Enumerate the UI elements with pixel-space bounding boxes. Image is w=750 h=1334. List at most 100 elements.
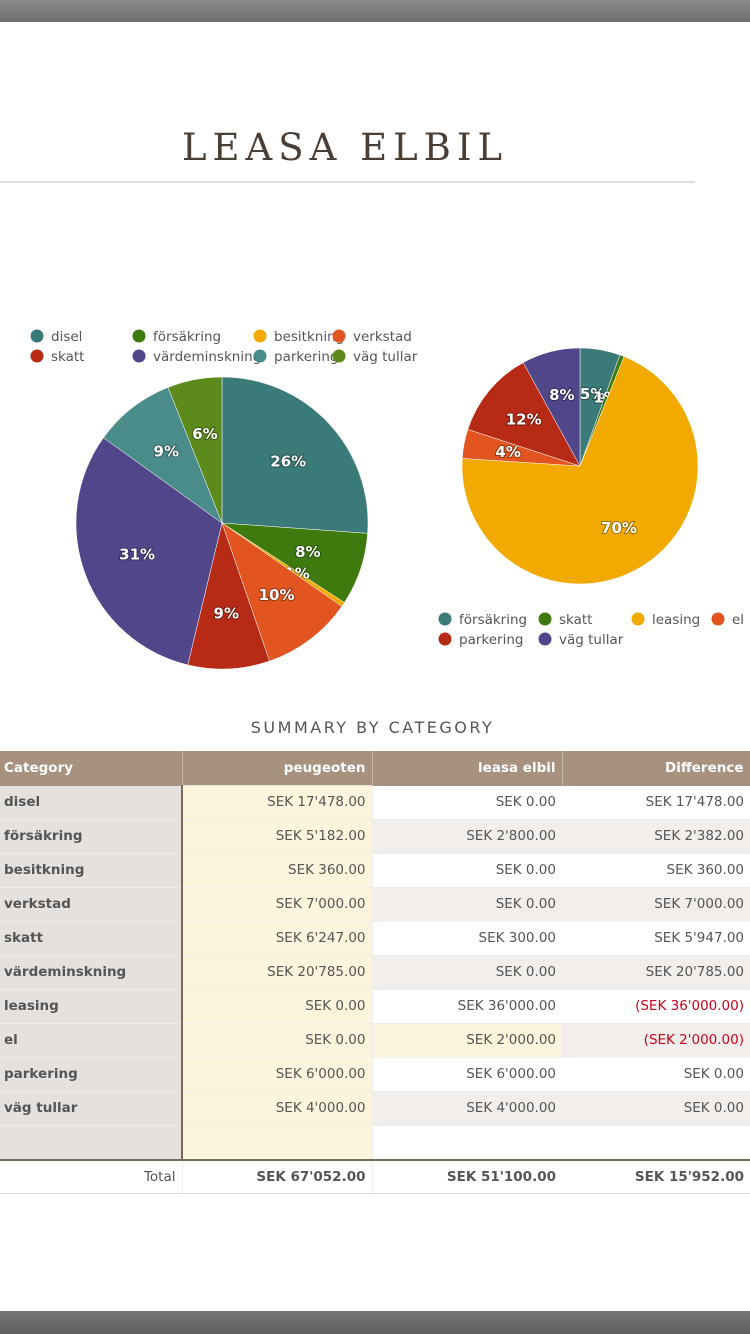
pie-chart-2: 5%1%70%4%12%8% <box>461 347 699 585</box>
header-leasa-elbil: leasa elbil <box>372 751 563 786</box>
legend-swatch-leasing <box>631 612 645 626</box>
chart-legend-2: försäkring skatt leasing el parkering väg tul… <box>438 612 744 648</box>
value-cell: SEK 0.00 <box>372 853 562 888</box>
value-cell: SEK 5'947.00 <box>562 921 750 956</box>
value-cell: SEK 17'478.00 <box>182 785 373 820</box>
legend-swatch-skatt <box>30 349 44 363</box>
legend-swatch-besitkning <box>253 329 267 343</box>
table-row: verkstad SEK 7'000.00 SEK 0.00 SEK 7'000.00 <box>0 887 750 922</box>
legend-label-el: el <box>732 612 744 628</box>
legend-label-försäkring: försäkring <box>153 329 221 345</box>
table-row: disel SEK 17'478.00 SEK 0.00 SEK 17'478.00 <box>0 785 750 820</box>
value-cell: SEK 7'000.00 <box>182 887 373 922</box>
slice-label-värdeminskning: 31% <box>119 545 155 563</box>
table-row: leasing SEK 0.00 SEK 36'000.00 (SEK 36'000.… <box>0 989 750 1024</box>
total-label: Total <box>0 1158 183 1194</box>
pie-slice-disel <box>221 376 369 534</box>
slice-label-parkering: 9% <box>154 443 179 461</box>
legend-swatch-skatt <box>538 612 552 626</box>
table-row: försäkring SEK 5'182.00 SEK 2'800.00 SEK 2'… <box>0 819 750 854</box>
bottom-bar <box>0 1311 750 1334</box>
slice-label-disel: 26% <box>270 452 306 470</box>
header-peugeoten: peugeoten <box>182 751 373 786</box>
pie-slice-verkstad <box>221 522 343 662</box>
legend-label-försäkring: försäkring <box>459 612 527 628</box>
legend-swatch-verkstad <box>332 329 346 343</box>
value-cell: SEK 36'000.00 <box>372 989 562 1024</box>
top-bar <box>0 0 750 22</box>
value-cell: SEK 2'000.00 <box>372 1023 562 1058</box>
category-cell: parkering <box>0 1057 183 1092</box>
legend-label-värdeminskning: värdeminskning <box>153 349 261 365</box>
value-cell: SEK 17'478.00 <box>562 785 750 820</box>
value-cell: SEK 0.00 <box>562 1057 750 1092</box>
value-cell: SEK 0.00 <box>182 1023 373 1058</box>
pie-chart-1: 26%8%1%10%9%31%9%6% <box>75 376 369 670</box>
category-cell: besitkning <box>0 853 183 888</box>
summary-table: Category peugeoten leasa elbil Difference d… <box>0 751 750 1194</box>
legend-label-verkstad: verkstad <box>353 329 412 345</box>
legend-label-parkering: parkering <box>459 632 523 648</box>
value-cell <box>562 1125 750 1160</box>
category-cell: el <box>0 1023 183 1058</box>
slice-label-väg-tullar: 8% <box>549 386 574 404</box>
category-cell: disel <box>0 785 183 820</box>
value-cell: (SEK 2'000.00) <box>562 1023 750 1058</box>
value-cell: SEK 6'000.00 <box>372 1057 562 1092</box>
table-row: värdeminskning SEK 20'785.00 SEK 0.00 SEK 2… <box>0 955 750 990</box>
value-cell: SEK 360.00 <box>182 853 373 888</box>
pie-charts: 26%8%1%10%9%31%9%6%disel försäkring besitk… <box>30 329 744 670</box>
header-category: Category <box>0 751 183 786</box>
category-cell: värdeminskning <box>0 955 183 990</box>
legend-label-parkering: parkering <box>274 349 338 365</box>
slice-label-försäkring: 8% <box>295 543 320 561</box>
category-cell: väg tullar <box>0 1091 183 1126</box>
category-cell <box>0 1125 183 1160</box>
value-cell: SEK 0.00 <box>182 989 373 1024</box>
header-difference: Difference <box>562 751 750 786</box>
category-cell: försäkring <box>0 819 183 854</box>
slice-label-verkstad: 10% <box>259 586 295 604</box>
legend-swatch-parkering <box>438 632 452 646</box>
legend-swatch-el <box>711 612 725 626</box>
table-row: skatt SEK 6'247.00 SEK 300.00 SEK 5'947.00 <box>0 921 750 956</box>
legend-label-väg-tullar: väg tullar <box>353 349 418 365</box>
table-row: besitkning SEK 360.00 SEK 0.00 SEK 360.00 <box>0 853 750 888</box>
value-cell: SEK 0.00 <box>372 955 562 990</box>
category-cell: verkstad <box>0 887 183 922</box>
legend-swatch-disel <box>30 329 44 343</box>
table-row <box>0 1125 750 1160</box>
pie-slice-parkering <box>103 387 223 524</box>
legend-swatch-försäkring <box>132 329 146 343</box>
total-value: SEK 15'952.00 <box>562 1158 750 1194</box>
slice-label-väg-tullar: 6% <box>192 425 217 443</box>
pie-slice-värdeminskning <box>75 437 223 666</box>
total-row: Total SEK 67'052.00 SEK 51'100.00 SEK 15'95… <box>0 1158 750 1194</box>
value-cell: SEK 0.00 <box>372 887 562 922</box>
title-divider <box>0 181 695 183</box>
total-value: SEK 51'100.00 <box>372 1158 562 1194</box>
value-cell: SEK 6'247.00 <box>182 921 373 956</box>
category-cell: leasing <box>0 989 183 1024</box>
chart-legend-1: disel försäkring besitkning verkstad skatt vä… <box>30 329 418 365</box>
value-cell: SEK 6'000.00 <box>182 1057 373 1092</box>
table-row: parkering SEK 6'000.00 SEK 6'000.00 SEK 0.0… <box>0 1057 750 1092</box>
slice-label-skatt: 9% <box>214 604 239 622</box>
page-title: LEASA ELBIL <box>181 126 509 169</box>
pie-slice-leasing <box>461 356 699 585</box>
summary-title: SUMMARY BY CATEGORY <box>250 718 495 737</box>
value-cell: SEK 20'785.00 <box>562 955 750 990</box>
legend-swatch-väg-tullar <box>332 349 346 363</box>
value-cell: SEK 4'000.00 <box>182 1091 373 1126</box>
pie-slice-skatt <box>187 522 270 670</box>
slice-label-parkering: 12% <box>506 410 542 428</box>
value-cell: SEK 7'000.00 <box>562 887 750 922</box>
legend-swatch-försäkring <box>438 612 452 626</box>
legend-label-besitkning: besitkning <box>274 329 344 345</box>
value-cell: SEK 300.00 <box>372 921 562 956</box>
legend-swatch-värdeminskning <box>132 349 146 363</box>
value-cell: SEK 5'182.00 <box>182 819 373 854</box>
value-cell: SEK 0.00 <box>372 785 562 820</box>
legend-label-leasing: leasing <box>652 612 700 628</box>
pie-slice-väg-tullar <box>522 347 581 467</box>
